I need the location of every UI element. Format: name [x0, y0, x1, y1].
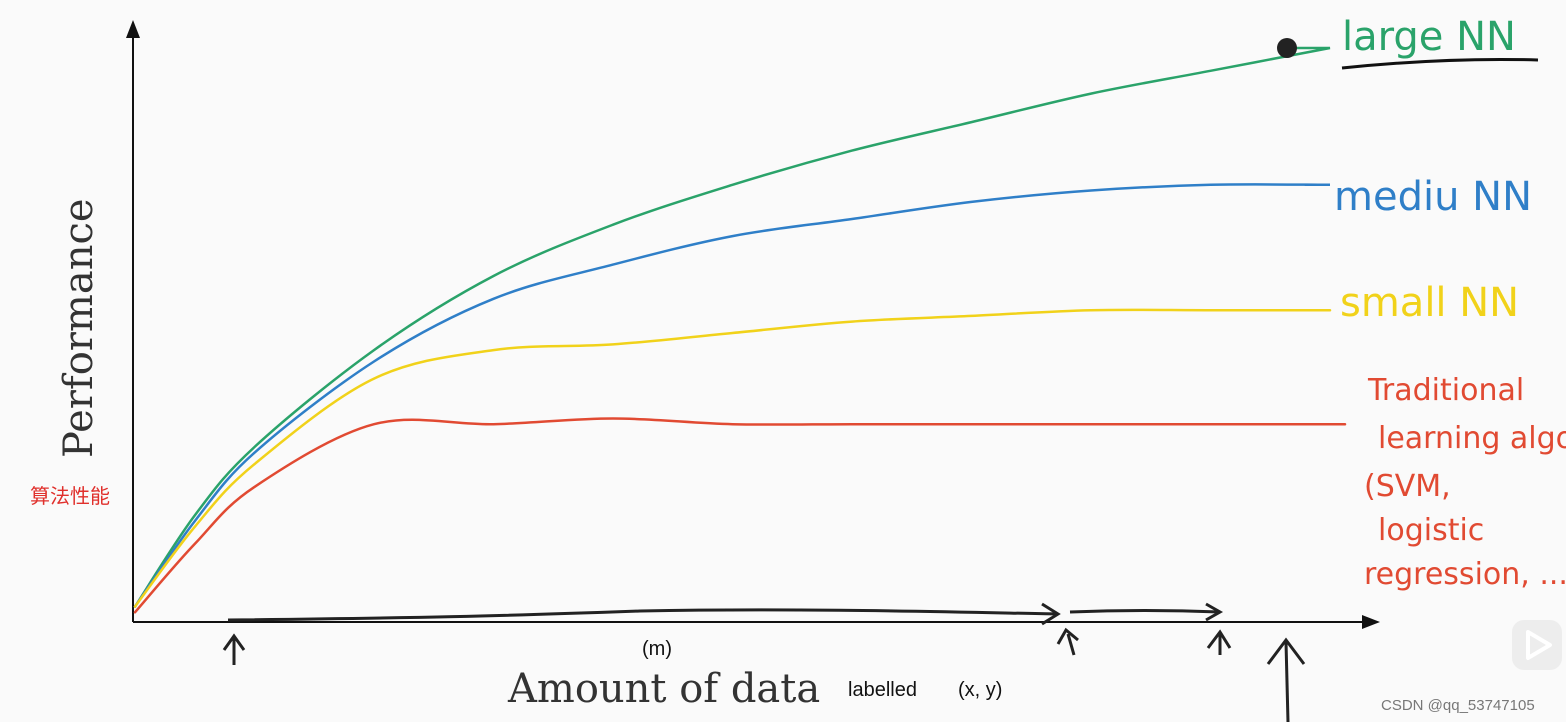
data-arrow-2: [1069, 609, 1221, 614]
up-arrow-2: [1056, 627, 1079, 656]
label-traditional-2: learning algo: [1378, 421, 1566, 456]
label-traditional-1: Traditional: [1367, 373, 1524, 408]
series-line-small-nn: [133, 308, 1332, 608]
y-axis-arrow: [126, 20, 140, 38]
series-line-medium-nn: [133, 183, 1331, 608]
label-traditional-3: (SVM,: [1364, 469, 1451, 504]
series-layer: [133, 46, 1347, 614]
annotation-xy: (x, y): [958, 679, 1002, 701]
data-arrow-2-head: [1205, 602, 1224, 622]
label-small-nn: small NN: [1340, 280, 1519, 326]
large-nn-underline: [1341, 57, 1539, 70]
label-traditional-4: logistic: [1378, 513, 1484, 548]
up-arrow-1: [222, 633, 246, 665]
play-icon: [1526, 630, 1552, 660]
watermark: CSDN @qq_53747105: [1381, 697, 1535, 714]
data-arrow-main: [227, 608, 1059, 622]
x-axis-arrow: [1362, 615, 1380, 629]
annotation-m: (m): [642, 638, 672, 660]
large-nn-end-marker: [1277, 38, 1297, 58]
ylabel-chinese: 算法性能: [30, 484, 110, 508]
annotation-labelled: labelled: [848, 679, 917, 701]
series-line-large-nn: [133, 46, 1331, 608]
play-button[interactable]: [1512, 620, 1562, 670]
x-axis-title: Amount of data: [507, 666, 820, 712]
up-arrow-4: [1266, 637, 1306, 722]
label-traditional-5: regression, ...): [1364, 557, 1566, 592]
up-arrow-3: [1206, 629, 1232, 655]
series-line-traditional-learning-algo: [133, 417, 1347, 614]
label-large-nn: large NN: [1342, 14, 1516, 60]
label-medium-nn: mediu NN: [1334, 174, 1532, 220]
y-axis-title: Performance: [56, 198, 102, 458]
data-arrow-main-head: [1041, 602, 1061, 626]
